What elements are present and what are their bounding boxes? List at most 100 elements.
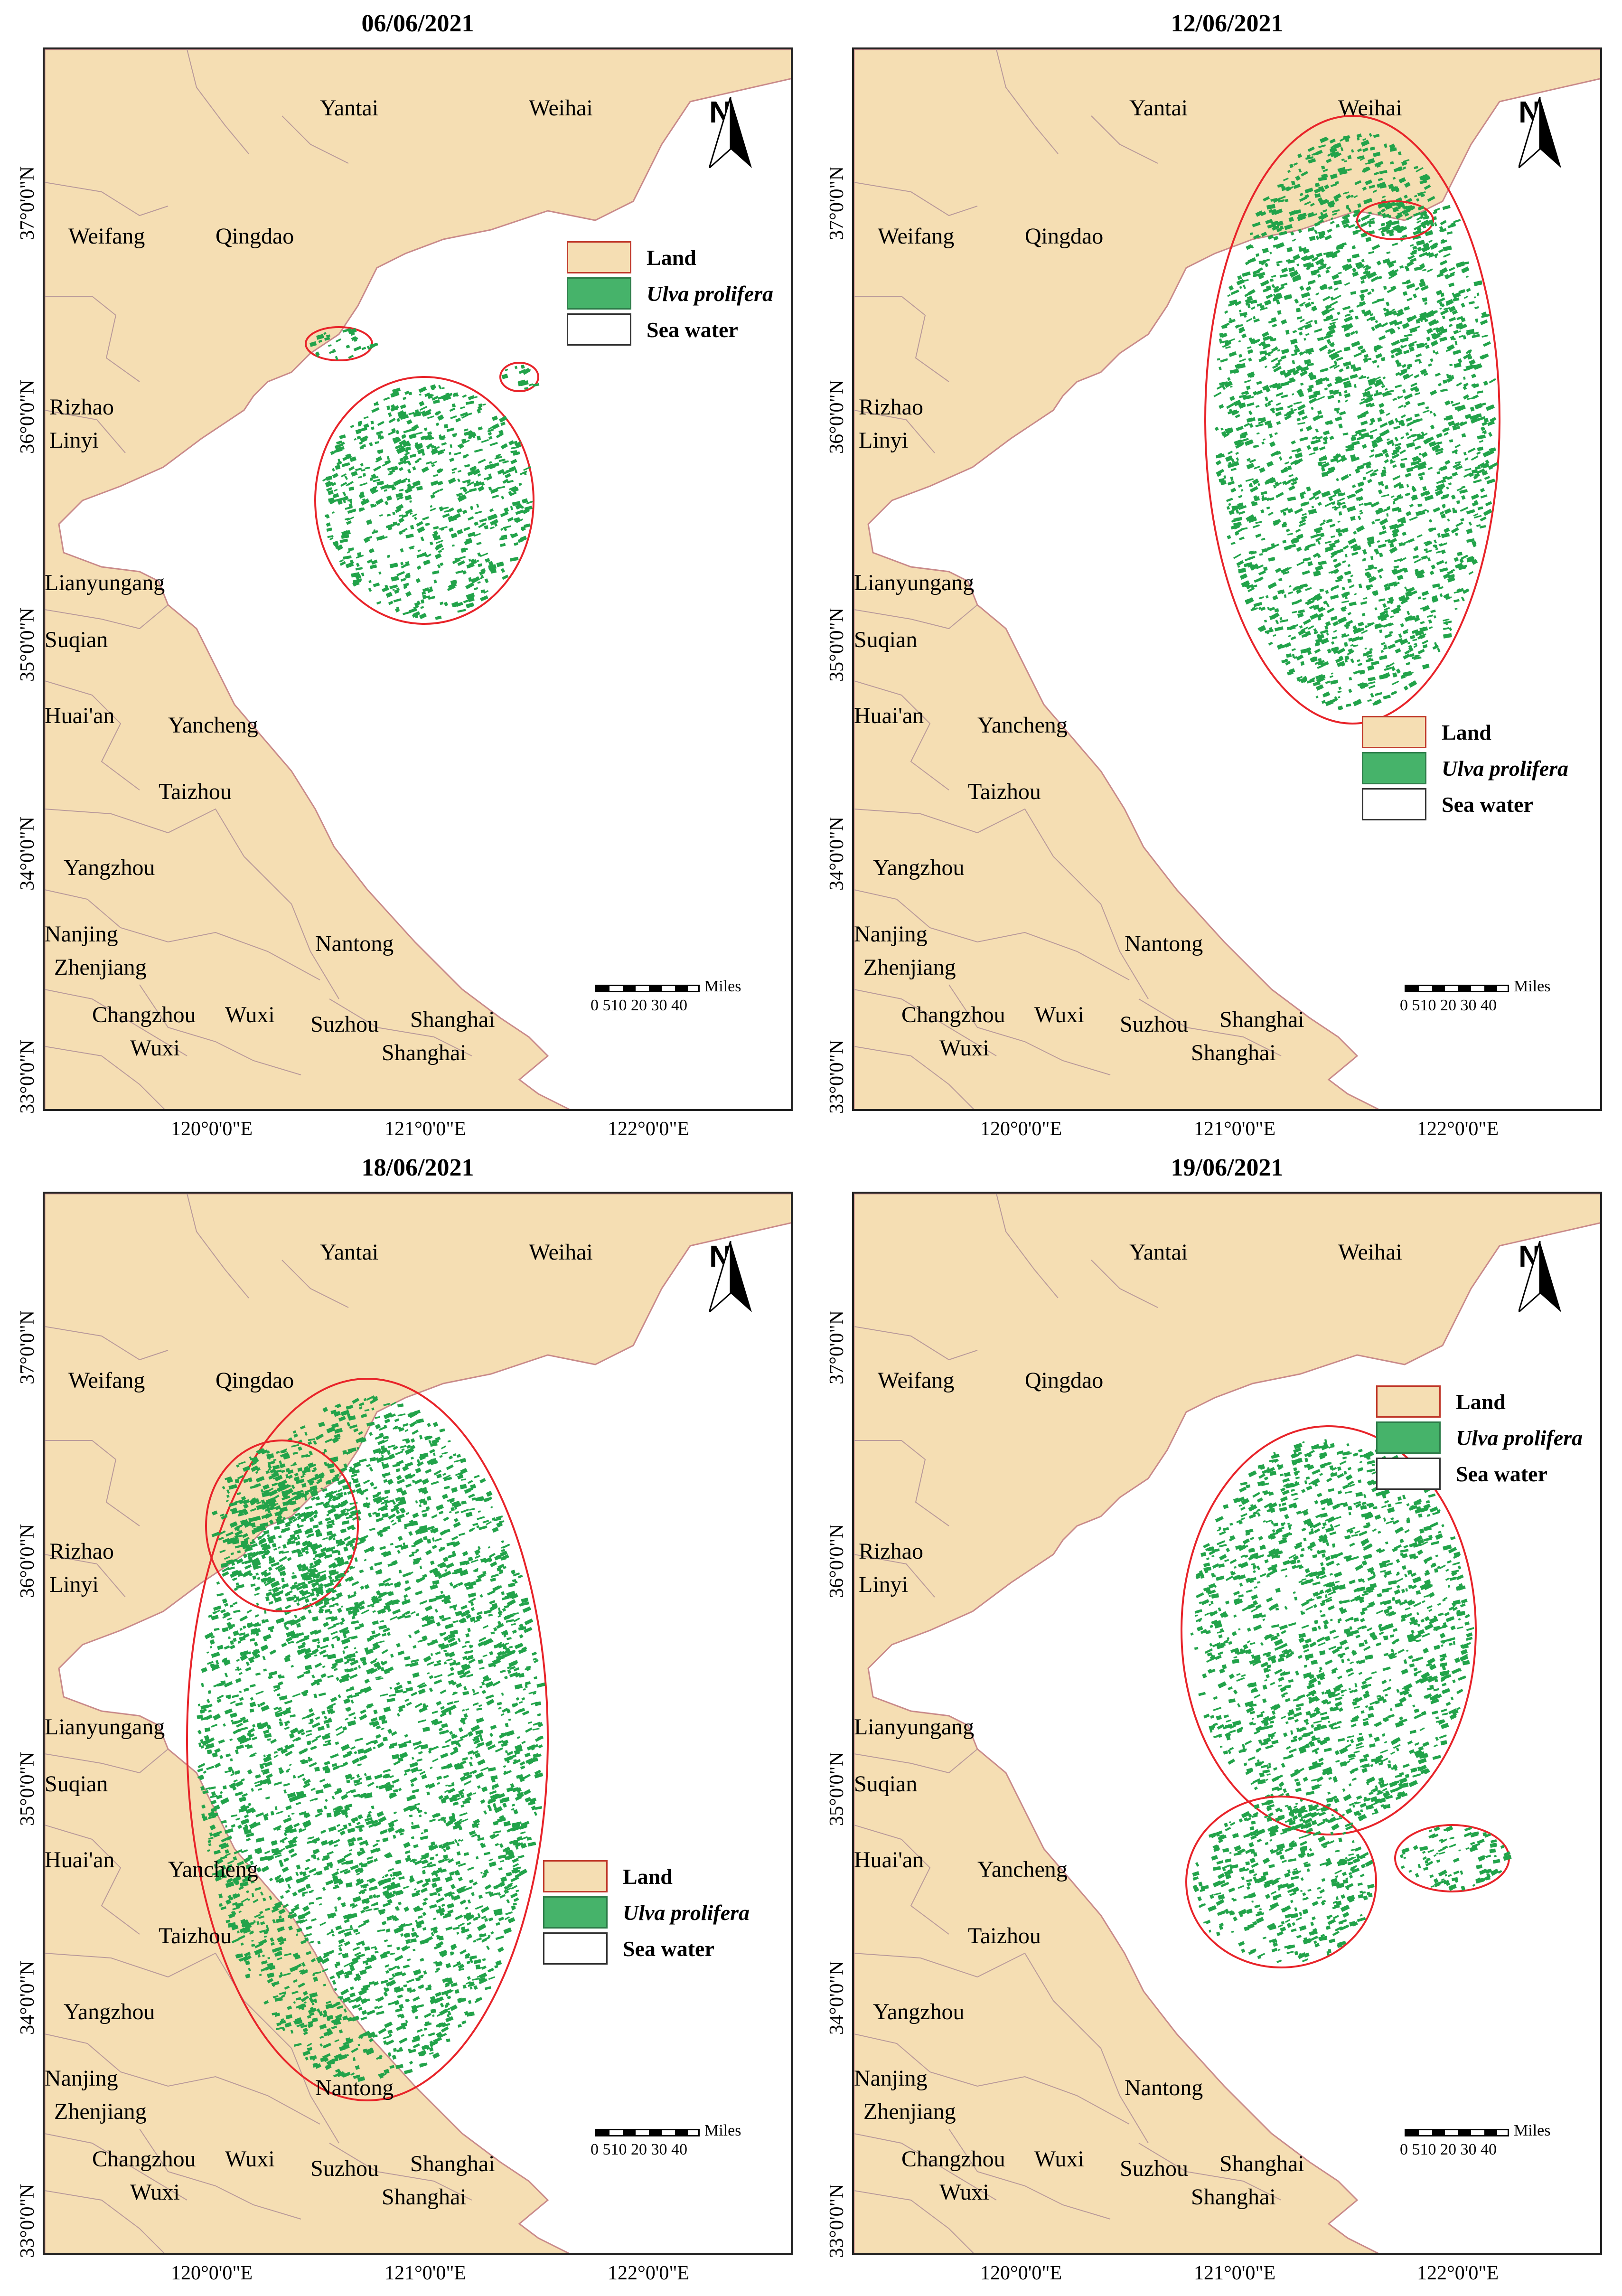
ulva-patch bbox=[1370, 501, 1380, 508]
ulva-patch bbox=[445, 1845, 450, 1851]
ulva-patch bbox=[1350, 543, 1358, 549]
ulva-patch bbox=[414, 613, 417, 617]
ulva-patch bbox=[430, 480, 439, 486]
ulva-patch bbox=[306, 1740, 312, 1745]
ulva-patch bbox=[1424, 319, 1428, 322]
ulva-patch bbox=[207, 1690, 212, 1694]
ulva-patch bbox=[449, 1582, 454, 1587]
ulva-patch bbox=[1382, 376, 1386, 380]
ulva-patch bbox=[425, 461, 432, 465]
ulva-patch bbox=[1297, 422, 1305, 425]
ulva-patch bbox=[1390, 186, 1399, 192]
ulva-patch bbox=[408, 392, 413, 395]
ulva-patch bbox=[1293, 162, 1298, 166]
ulva-patch bbox=[1247, 516, 1257, 523]
ulva-patch bbox=[1416, 615, 1419, 618]
ulva-patch bbox=[315, 1433, 324, 1440]
ulva-patch bbox=[331, 1596, 336, 1601]
ulva-patch bbox=[296, 1639, 302, 1644]
ulva-patch bbox=[359, 1437, 367, 1443]
ulva-patch bbox=[1343, 160, 1348, 162]
ulva-patch bbox=[1332, 621, 1339, 627]
ulva-patch bbox=[369, 564, 377, 569]
city-label-nanjing: Nanjing bbox=[854, 922, 928, 947]
ulva-patch bbox=[350, 1699, 354, 1704]
ulva-patch bbox=[452, 1453, 457, 1457]
ulva-patch bbox=[1263, 196, 1270, 202]
ulva-patch bbox=[341, 462, 350, 467]
ulva-patch bbox=[1397, 508, 1402, 513]
ulva-patch bbox=[379, 2055, 382, 2060]
ulva-patch bbox=[1405, 400, 1411, 406]
ulva-patch bbox=[477, 1546, 481, 1550]
ulva-patch bbox=[468, 1557, 473, 1562]
ulva-patch bbox=[470, 1559, 478, 1563]
ulva-patch bbox=[1275, 293, 1280, 298]
ulva-patch bbox=[406, 1702, 412, 1706]
ulva-patch bbox=[1410, 590, 1417, 596]
ulva-patch bbox=[511, 1649, 516, 1654]
ulva-patch bbox=[508, 440, 515, 446]
ulva-patch bbox=[509, 491, 517, 497]
ulva-patch bbox=[1244, 439, 1254, 446]
ulva-patch bbox=[263, 1754, 266, 1758]
ulva-patch bbox=[1383, 622, 1392, 628]
ulva-patch bbox=[1246, 417, 1253, 423]
ulva-patch bbox=[414, 442, 419, 446]
ulva-patch bbox=[1255, 210, 1264, 217]
ulva-patch bbox=[378, 451, 383, 454]
ulva-patch bbox=[447, 1995, 451, 2000]
ulva-patch bbox=[1280, 282, 1288, 287]
ulva-patch bbox=[218, 1739, 225, 1744]
ulva-patch bbox=[1389, 319, 1397, 326]
ulva-patch bbox=[1402, 166, 1406, 170]
ulva-patch bbox=[1426, 509, 1430, 513]
ulva-patch bbox=[382, 586, 389, 593]
ulva-patch bbox=[1370, 316, 1376, 321]
ulva-patch bbox=[1305, 630, 1311, 636]
ulva-patch bbox=[1488, 432, 1493, 437]
ulva-patch bbox=[375, 1517, 384, 1523]
ulva-patch bbox=[1296, 388, 1303, 395]
ulva-patch bbox=[1393, 565, 1399, 569]
ulva-patch bbox=[1368, 224, 1372, 228]
ulva-patch bbox=[1429, 410, 1433, 414]
ulva-patch bbox=[1326, 607, 1335, 613]
ulva-patch bbox=[366, 1957, 371, 1962]
ulva-patch bbox=[1256, 253, 1260, 257]
ulva-patch bbox=[353, 1779, 360, 1784]
ulva-patch bbox=[438, 1859, 445, 1863]
ulva-patch bbox=[334, 443, 344, 449]
ulva-patch bbox=[1455, 322, 1463, 328]
ulva-patch bbox=[430, 1995, 436, 2001]
ulva-patch bbox=[1224, 340, 1232, 346]
ulva-patch bbox=[488, 1976, 495, 1980]
ulva-patch bbox=[1326, 158, 1332, 163]
ulva-patch bbox=[425, 522, 430, 526]
ulva-patch bbox=[1361, 444, 1367, 449]
ulva-patch bbox=[363, 1747, 373, 1754]
ulva-patch bbox=[1292, 537, 1299, 543]
admin-border bbox=[45, 182, 169, 216]
ulva-patch bbox=[375, 1676, 382, 1679]
ulva-patch bbox=[319, 2023, 327, 2030]
ulva-patch bbox=[417, 1719, 427, 1723]
ulva-patch bbox=[1434, 539, 1437, 544]
ulva-patch bbox=[1225, 455, 1233, 462]
ulva-patch bbox=[437, 564, 441, 569]
ulva-patch bbox=[1388, 263, 1395, 268]
ulva-patch bbox=[1307, 212, 1315, 218]
ulva-patch bbox=[1358, 583, 1362, 589]
ulva-patch bbox=[364, 1409, 370, 1412]
ulva-patch bbox=[331, 1644, 335, 1648]
ulva-patch bbox=[421, 2034, 425, 2037]
ulva-patch bbox=[451, 1500, 460, 1507]
ulva-patch bbox=[1406, 417, 1413, 422]
ulva-patch bbox=[1350, 291, 1356, 295]
ulva-patch bbox=[238, 1672, 243, 1675]
ulva-patch bbox=[1236, 509, 1239, 514]
ulva-patch bbox=[1313, 552, 1320, 558]
ulva-patch bbox=[212, 1616, 217, 1620]
ulva-patch bbox=[296, 1864, 301, 1870]
ulva-patch bbox=[1434, 351, 1439, 355]
